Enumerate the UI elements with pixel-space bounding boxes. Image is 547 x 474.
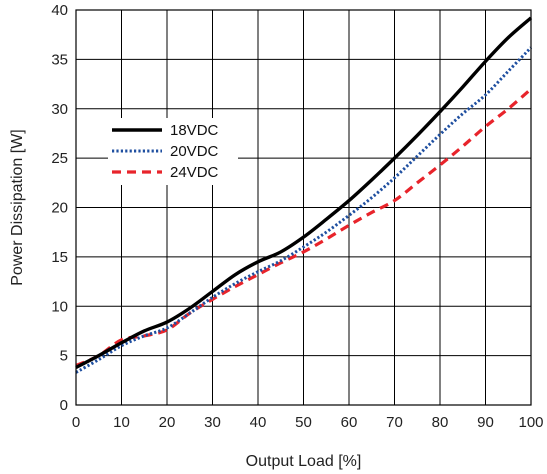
legend-label: 20VDC [170,143,219,160]
x-tick-label: 70 [386,414,403,431]
x-tick-label: 0 [72,414,80,431]
y-tick-label: 15 [51,249,68,266]
y-tick-label: 25 [51,150,68,167]
x-tick-label: 10 [113,414,130,431]
x-tick-label: 60 [341,414,358,431]
y-tick-label: 0 [60,397,68,414]
legend-label: 24VDC [170,164,219,181]
x-tick-label: 90 [477,414,494,431]
series-line-18vdc [75,16,533,369]
x-tick-label: 100 [518,414,543,431]
plot-frame [75,9,532,406]
series-layer [75,16,533,374]
y-tick-label: 10 [51,298,68,315]
y-axis-label: Power Dissipation [W] [9,129,26,286]
y-tick-label: 5 [60,348,68,365]
x-tick-label: 50 [295,414,312,431]
grid [75,9,532,406]
x-tick-label: 30 [204,414,221,431]
x-tick-label: 40 [250,414,267,431]
y-tick-label: 20 [51,200,68,217]
x-tick-label: 80 [432,414,449,431]
x-ticks: 0 10 20 30 40 50 60 70 80 90 100 [72,414,544,431]
y-tick-label: 40 [51,2,68,19]
y-ticks: 0 5 10 15 20 25 30 35 40 [51,2,68,414]
y-tick-label: 35 [51,51,68,68]
y-tick-label: 30 [51,101,68,118]
legend: 18VDC 20VDC 24VDC [108,118,238,185]
series-line-20vdc [75,46,533,374]
x-tick-label: 20 [159,414,176,431]
x-axis-label: Output Load [%] [246,453,362,470]
legend-label: 18VDC [170,122,219,139]
